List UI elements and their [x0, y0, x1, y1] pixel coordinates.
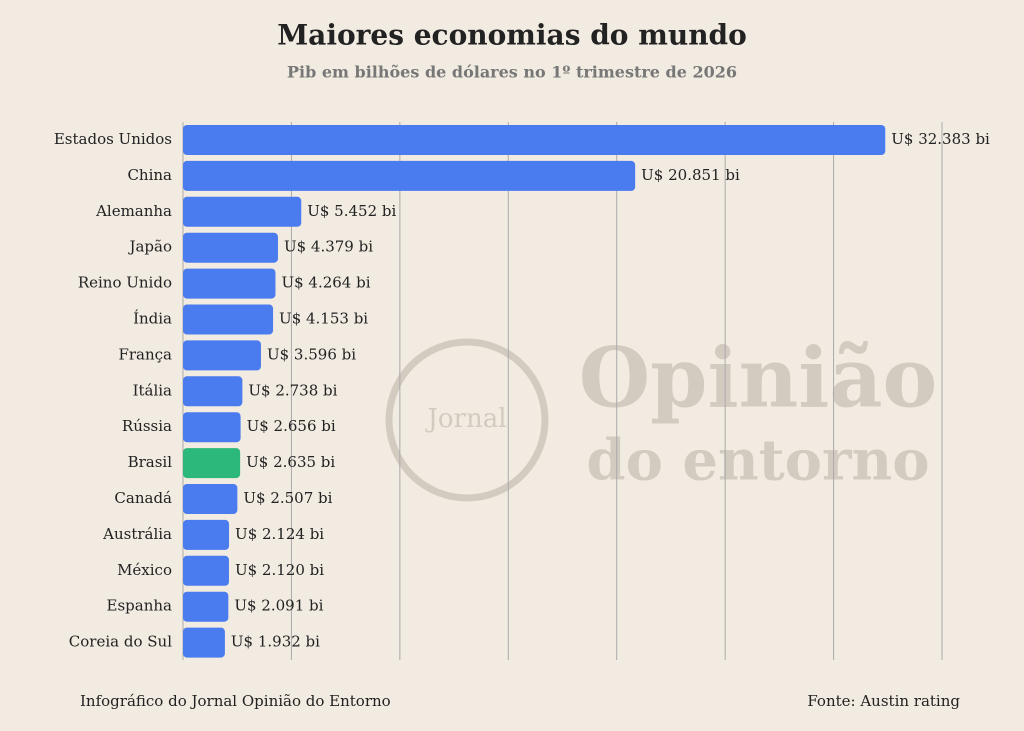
category-label: China	[127, 166, 172, 184]
bar	[183, 304, 274, 335]
value-label: U$ 4.379 bi	[284, 238, 373, 256]
watermark-text: Jornal	[424, 404, 506, 434]
value-label: U$ 1.932 bi	[231, 633, 320, 651]
category-label: México	[117, 561, 172, 579]
value-label: U$ 2.124 bi	[235, 525, 324, 543]
category-label: Japão	[127, 238, 172, 256]
bar	[183, 125, 886, 155]
category-label: Reino Unido	[78, 274, 172, 292]
category-label: Espanha	[107, 597, 173, 615]
category-label: Coreia do Sul	[69, 633, 172, 651]
value-label: U$ 2.120 bi	[235, 561, 324, 579]
bar	[183, 160, 636, 191]
watermark-text: Opinião	[579, 330, 938, 426]
value-label: U$ 32.383 bi	[891, 130, 990, 148]
bar	[183, 555, 229, 586]
category-label: Rússia	[122, 417, 172, 435]
category-label: França	[118, 345, 172, 363]
value-label: U$ 2.507 bi	[243, 489, 332, 507]
bar	[183, 591, 229, 622]
category-label: Alemanha	[95, 202, 172, 220]
chart-title: Maiores economias do mundo	[277, 19, 747, 52]
bar	[183, 196, 302, 227]
category-label: Itália	[133, 381, 172, 399]
bar	[183, 627, 225, 658]
bar	[183, 376, 243, 407]
bar	[183, 519, 230, 550]
value-label: U$ 4.264 bi	[281, 274, 370, 292]
category-label: Estados Unidos	[54, 130, 172, 148]
bar	[183, 448, 241, 479]
value-label: U$ 5.452 bi	[307, 202, 396, 220]
bar	[183, 412, 241, 443]
value-label: U$ 2.635 bi	[246, 453, 335, 471]
bar	[183, 268, 276, 299]
value-label: U$ 4.153 bi	[279, 310, 368, 328]
chart-subtitle: Pib em bilhões de dólares no 1º trimestr…	[287, 63, 737, 82]
footer-right: Fonte: Austin rating	[807, 692, 960, 710]
bars: Estados Unidos U$ 32.383 bi China U$ 20.851…	[54, 125, 990, 658]
bar	[183, 484, 238, 514]
category-label: Índia	[133, 310, 172, 328]
footer-left: Infográfico do Jornal Opinião do Entorno	[80, 692, 391, 710]
watermark-text: do entorno	[586, 428, 929, 494]
category-label: Brasil	[128, 453, 173, 471]
bar	[183, 340, 261, 371]
value-label: U$ 2.091 bi	[234, 597, 323, 615]
bar	[183, 232, 278, 263]
category-label: Austrália	[102, 525, 172, 543]
value-label: U$ 3.596 bi	[267, 345, 356, 363]
watermark: Jornal Opinião do entorno	[385, 330, 938, 502]
value-label: U$ 2.738 bi	[248, 381, 337, 399]
watermark-logo	[385, 338, 549, 502]
category-label: Canadá	[114, 489, 172, 507]
value-label: U$ 20.851 bi	[641, 166, 740, 184]
value-label: U$ 2.656 bi	[247, 417, 336, 435]
